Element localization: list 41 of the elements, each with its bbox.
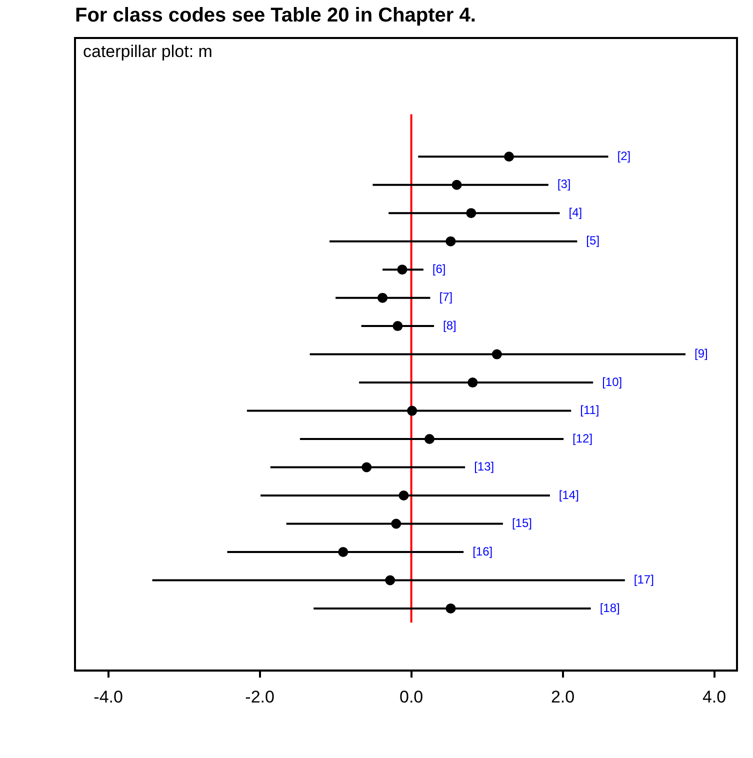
y-tick-label: [6] <box>432 262 446 276</box>
y-tick-label: [2] <box>617 148 631 163</box>
x-tick-label: 0.0 <box>399 687 424 706</box>
y-tick-label: [18] <box>600 600 620 615</box>
y-tick-label: [8] <box>443 318 456 332</box>
y-tick-label: [10] <box>602 374 622 389</box>
point <box>504 152 514 162</box>
chart-subtitle: caterpillar plot: m <box>83 42 212 62</box>
y-tick-label: [11] <box>580 403 600 418</box>
x-tick-label: -2.0 <box>245 687 274 706</box>
y-tick-label: [17] <box>634 572 654 587</box>
y-tick-label: [14] <box>558 488 579 502</box>
point <box>338 546 348 557</box>
point <box>466 208 476 218</box>
y-tick-label: [9] <box>694 346 708 361</box>
y-tick-label: [5] <box>586 234 600 248</box>
y-tick-label: [7] <box>439 290 453 304</box>
point <box>452 180 462 190</box>
point <box>424 434 434 444</box>
point <box>446 603 456 614</box>
y-tick-label: [13] <box>474 460 494 474</box>
point <box>378 292 388 303</box>
y-tick-label: [3] <box>557 177 571 192</box>
point <box>398 490 409 501</box>
point <box>392 321 403 332</box>
x-tick-label: 2.0 <box>550 687 575 706</box>
point <box>407 406 418 416</box>
point <box>391 518 402 529</box>
point <box>385 575 396 586</box>
point <box>362 462 372 472</box>
point <box>446 236 456 246</box>
y-tick-label: [16] <box>472 544 493 558</box>
chart-title: For class codes see Table 20 in Chapter 4. <box>75 4 476 27</box>
point <box>397 264 408 275</box>
y-tick-label: [4] <box>568 205 582 220</box>
point <box>492 349 502 360</box>
point <box>468 378 478 388</box>
x-tick-label: -4.0 <box>94 687 123 706</box>
y-tick-label: [12] <box>572 431 593 446</box>
x-tick-label: 4.0 <box>702 687 726 706</box>
y-tick-label: [15] <box>512 516 532 530</box>
